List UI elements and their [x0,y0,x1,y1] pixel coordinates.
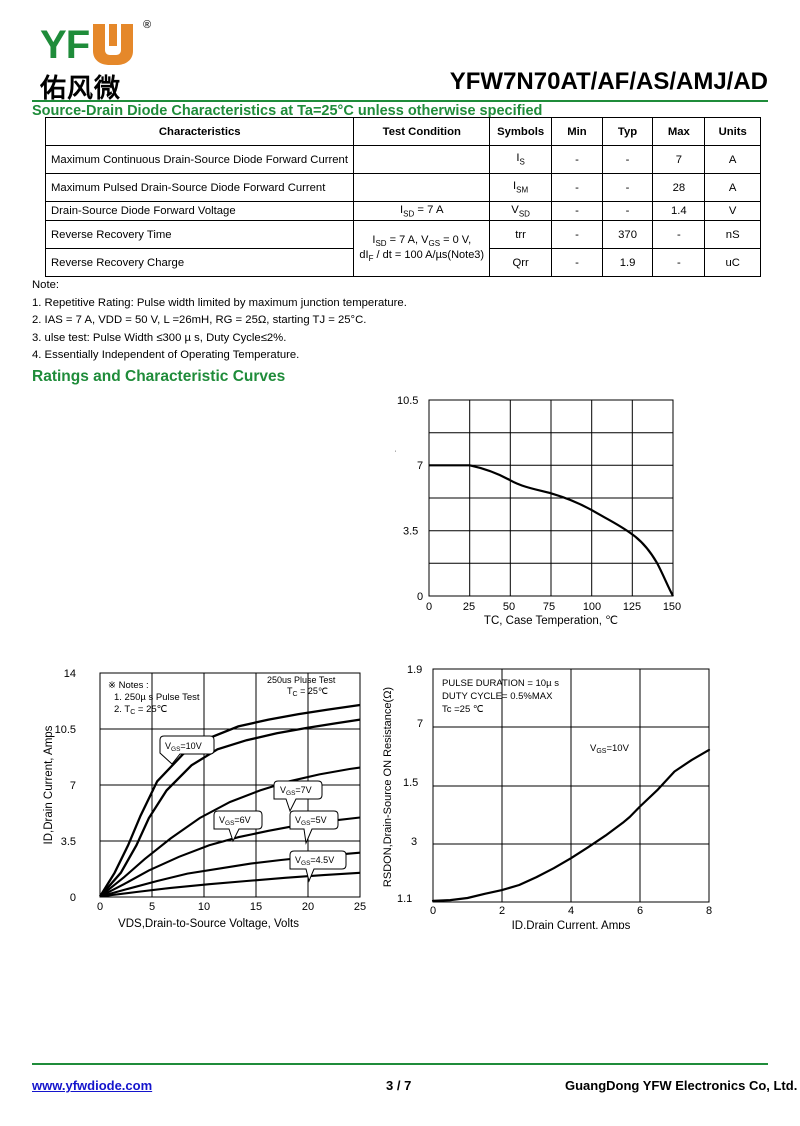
svg-text:7: 7 [70,780,76,792]
svg-text:7: 7 [417,460,423,472]
svg-text:PULSE DURATION = 10µ s: PULSE DURATION = 10µ s [442,678,559,689]
svg-text:DUTY CYCLE= 0.5%MAX: DUTY CYCLE= 0.5%MAX [442,691,553,702]
svg-text:100: 100 [583,601,601,613]
svg-text:TC, Case Temperation, ℃: TC, Case Temperation, ℃ [484,615,618,627]
svg-text:125: 125 [623,601,641,613]
svg-text:6: 6 [637,905,643,917]
svg-text:75: 75 [543,601,555,613]
svg-text:3.5: 3.5 [61,836,76,848]
svg-text:4: 4 [568,905,574,917]
svg-text:2: 2 [499,905,505,917]
svg-text:ID,Drain Current Amps: ID,Drain Current Amps [395,440,396,556]
svg-text:8: 8 [706,905,712,917]
svg-text:20: 20 [302,901,314,913]
svg-text:Tc =25 ℃: Tc =25 ℃ [442,704,484,715]
svg-text:5: 5 [149,901,155,913]
svg-text:150: 150 [663,601,681,613]
svg-text:0: 0 [426,601,432,613]
svg-text:0: 0 [417,591,423,603]
svg-text:1.5: 1.5 [403,777,418,789]
svg-text:※ Notes :: ※ Notes : [108,680,149,691]
svg-text:25: 25 [463,601,475,613]
svg-text:250us Pluse Test: 250us Pluse Test [267,675,336,685]
svg-text:0: 0 [70,892,76,904]
svg-text:10.5: 10.5 [397,395,418,407]
svg-text:2. TC = 25℃: 2. TC = 25℃ [114,704,168,716]
svg-text:3: 3 [411,836,417,848]
svg-text:14: 14 [64,668,76,680]
svg-text:1. 250µ s Pulse Test: 1. 250µ s Pulse Test [114,692,200,703]
svg-text:0: 0 [97,901,103,913]
svg-text:1.9: 1.9 [407,664,422,676]
svg-text:10.5: 10.5 [55,724,76,736]
svg-text:TC = 25℃: TC = 25℃ [287,686,328,698]
svg-text:7: 7 [417,718,423,730]
svg-text:25: 25 [354,901,366,913]
svg-text:ID,Drain Current, Amps: ID,Drain Current, Amps [43,725,55,844]
svg-text:10: 10 [198,901,210,913]
svg-text:ID,Drain Current, Amps: ID,Drain Current, Amps [512,920,631,929]
svg-text:0: 0 [430,905,436,917]
svg-text:50: 50 [503,601,515,613]
svg-text:VGS=10V: VGS=10V [590,743,630,755]
svg-text:1.1: 1.1 [397,893,412,905]
svg-text:3.5: 3.5 [403,526,418,538]
svg-text:15: 15 [250,901,262,913]
